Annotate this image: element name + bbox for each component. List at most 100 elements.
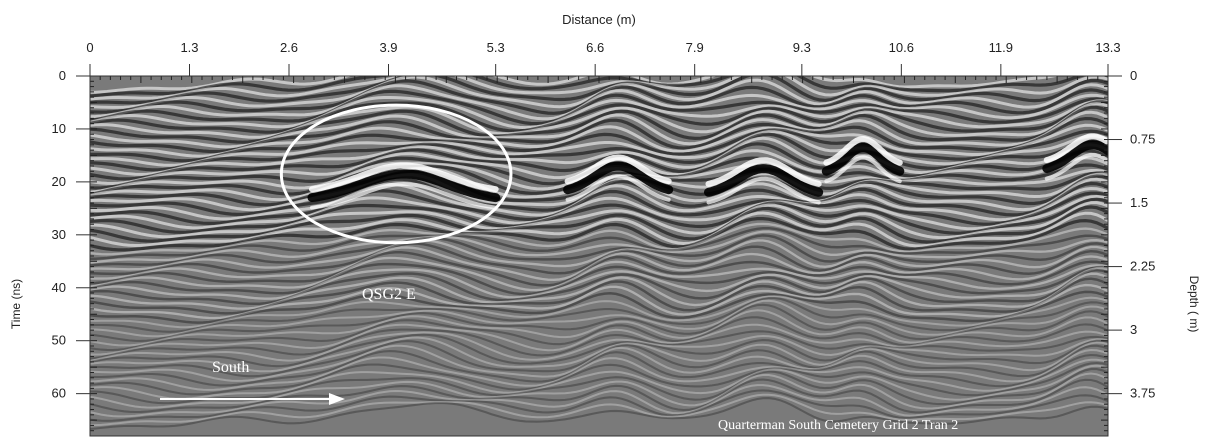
reflection-dark (90, 242, 1108, 276)
direction-label: South (212, 359, 249, 376)
reflection-bright (90, 295, 1108, 329)
reflection-bright (90, 267, 1108, 300)
reflection-dark (90, 226, 1108, 260)
reflection-bright (90, 246, 1108, 281)
reflection-bright (90, 96, 1108, 130)
hyperbola-reflection (824, 155, 902, 184)
reflection-dark (90, 296, 1108, 333)
reflection-bright (90, 336, 1108, 373)
reflection-dark (90, 217, 1108, 252)
transect-caption: Quarterman South Cemetery Grid 2 Tran 2 (718, 418, 958, 433)
reflection-bright (90, 283, 1108, 320)
reflection-dark (90, 340, 1108, 378)
left-tick-label: 10 (52, 121, 66, 136)
right-tick-label: 3.75 (1130, 386, 1155, 401)
reflection-bright (90, 230, 1108, 264)
x-tick-label: 9.3 (793, 40, 811, 55)
reflection-dark (90, 316, 1108, 352)
reflection-bright (90, 309, 1108, 347)
reflection-dark (90, 303, 1108, 342)
right-axis-ticks: 0 0.75 1.5 2.25 3 3.75 (1108, 68, 1155, 401)
reflection-bright (90, 123, 1108, 158)
minor-ticks (89, 75, 1109, 437)
reflection-dark (90, 350, 1108, 388)
right-tick-label: 0 (1130, 68, 1137, 83)
reflection-bright (90, 272, 1108, 310)
right-tick-label: 1.5 (1130, 195, 1148, 210)
reflection-bright (90, 299, 1108, 338)
reflection-bright (90, 372, 1108, 410)
hyperbola-reflection (705, 157, 822, 187)
hyperbola-reflection (1042, 140, 1108, 173)
reflection-bright (90, 323, 1108, 356)
reflection-dark (90, 333, 1108, 368)
reflection-bright (90, 356, 1108, 392)
hyperbola-reflection (310, 181, 498, 210)
left-tick-label: 0 (59, 68, 66, 83)
x-axis-label: Distance (m) (562, 12, 636, 27)
hyperbola-reflection (563, 161, 674, 195)
reflection-bright (90, 84, 1108, 121)
reflection-dark (90, 128, 1108, 163)
x-tick-label: 3.9 (379, 40, 397, 55)
reflection-dark (90, 205, 1108, 244)
reflection-dark (90, 177, 1108, 217)
x-tick-label: 0 (86, 40, 93, 55)
reflection-dark (90, 277, 1108, 315)
right-tick-label: 0.75 (1130, 132, 1155, 147)
reflection-dark (90, 251, 1108, 287)
x-tick-label: 1.3 (180, 40, 198, 55)
reflection-bright (90, 76, 1061, 94)
reflection-dark (90, 76, 1108, 105)
reflection-bright (90, 384, 1108, 418)
reflection-dark (90, 268, 1108, 306)
reflection-dark (90, 189, 1108, 226)
hyperbola-reflection (307, 169, 501, 203)
radargram-reflections (90, 76, 1108, 431)
right-tick-label: 2.25 (1130, 259, 1155, 274)
reflection-bright (90, 102, 1108, 139)
reflection-bright (90, 222, 1108, 256)
left-tick-label: 50 (52, 333, 66, 348)
anomaly-label: QSG2 E (362, 286, 416, 303)
x-axis-ticks: 0 1.3 2.6 3.9 5.3 6.6 7.9 9.3 10.6 11.9 13.3 (86, 40, 1121, 76)
x-tick-label: 6.6 (586, 40, 604, 55)
reflection-bright (90, 76, 1108, 101)
x-tick-label: 10.6 (889, 40, 914, 55)
reflection-dark (90, 100, 1108, 134)
reflection-bright (90, 393, 1108, 427)
hyperbola-reflection (821, 143, 905, 176)
hyperbola-reflection (823, 135, 903, 166)
reflection-bright (90, 331, 1108, 362)
hyperbola-reflection (1044, 152, 1108, 181)
left-tick-label: 60 (52, 386, 66, 401)
reflection-dark (90, 197, 1108, 235)
x-tick-label: 5.3 (487, 40, 505, 55)
reflection-bright (90, 194, 1108, 231)
left-axis-label: Time (ns) (9, 279, 23, 329)
reflection-bright (90, 182, 1108, 222)
reflection-bright (90, 344, 1108, 383)
reflection-bright (90, 239, 1108, 271)
reflection-bright (90, 130, 1108, 167)
hyperbola-reflection (565, 174, 671, 202)
reflection-bright (90, 364, 1108, 401)
hyperbola-reflection (1043, 133, 1108, 163)
left-axis-ticks: 0 10 20 30 40 50 60 (52, 68, 90, 401)
reflection-dark (90, 89, 1108, 126)
reflection-dark (90, 361, 1108, 397)
right-axis-label: Depth ( m) (1187, 276, 1201, 333)
reflection-bright (90, 201, 1108, 240)
left-tick-label: 20 (52, 174, 66, 189)
reflection-dark (90, 378, 1108, 414)
reflection-dark (90, 132, 1108, 172)
hyperbola-reflection (309, 162, 499, 193)
hyperbola-reflection (564, 154, 672, 185)
reflection-bright (90, 256, 1108, 292)
reflection-dark (90, 389, 1108, 422)
reflection-bright (90, 211, 1108, 248)
left-tick-label: 30 (52, 227, 66, 242)
anomaly-ellipse (279, 103, 513, 245)
x-tick-label: 7.9 (686, 40, 704, 55)
